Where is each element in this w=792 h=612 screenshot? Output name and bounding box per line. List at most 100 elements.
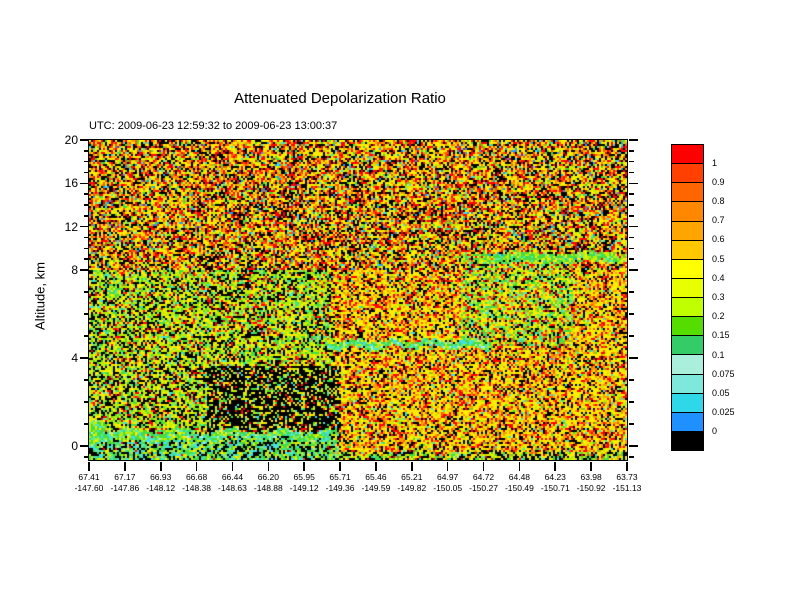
y-tick-right-minor bbox=[628, 291, 634, 293]
colorbar-segment bbox=[672, 201, 703, 221]
colorbar-segment bbox=[672, 297, 703, 317]
x-tick-label-lat: 66.68 bbox=[185, 472, 208, 482]
colorbar-boundary-label: 0.025 bbox=[712, 407, 735, 418]
y-tick-right-minor bbox=[628, 236, 634, 239]
x-tick-label-lat: 64.72 bbox=[472, 472, 495, 482]
colorbar-segment bbox=[672, 163, 703, 183]
colorbar-boundary-label: 0.15 bbox=[712, 330, 730, 341]
x-tick-label: 66.44 -148.63 bbox=[210, 472, 254, 494]
x-tick-label-lon: -150.27 bbox=[469, 483, 498, 493]
x-tick-label-lon: -151.13 bbox=[612, 483, 642, 493]
y-tick-left-major bbox=[80, 357, 89, 359]
y-tick-right-minor bbox=[628, 401, 634, 403]
y-tick-left-minor bbox=[84, 313, 89, 315]
y-tick-left-minor bbox=[84, 379, 89, 381]
y-tick-left-minor bbox=[84, 456, 89, 458]
x-tick-label-lat: 64.97 bbox=[437, 472, 459, 482]
x-tick-label-lat: 67.41 bbox=[78, 472, 100, 482]
depolarization-heatmap bbox=[89, 140, 627, 460]
colorbar-boundary-label: 0.3 bbox=[712, 292, 725, 302]
y-tick-left-major bbox=[80, 269, 89, 271]
colorbar-segment bbox=[672, 182, 703, 202]
x-tick bbox=[626, 461, 628, 471]
x-tick-label-lat: 67.17 bbox=[114, 472, 136, 482]
x-tick-label: 66.68 -148.38 bbox=[175, 472, 219, 494]
y-tick-left-major bbox=[80, 182, 89, 185]
colorbar bbox=[671, 144, 704, 451]
x-tick-label: 66.93 -148.12 bbox=[139, 472, 183, 494]
x-tick-label-lon: -148.12 bbox=[146, 483, 176, 493]
x-tick bbox=[159, 461, 162, 471]
colorbar-boundary-label: 0.4 bbox=[712, 272, 725, 283]
y-tick-label: 12 bbox=[64, 219, 78, 234]
x-tick-label: 66.20 -148.88 bbox=[246, 472, 290, 494]
colorbar-boundary-label: 0.5 bbox=[712, 253, 725, 264]
y-tick-label: 20 bbox=[64, 133, 78, 147]
x-tick bbox=[231, 461, 234, 471]
y-tick-left-minor bbox=[84, 236, 89, 239]
y-tick-left-minor bbox=[84, 401, 89, 403]
x-tick-label-lon: -147.86 bbox=[110, 483, 140, 493]
colorbar-boundary-label: 0.7 bbox=[712, 215, 725, 226]
y-tick-right-minor bbox=[628, 160, 634, 163]
x-tick-label: 65.46 -149.59 bbox=[354, 472, 398, 494]
x-tick-label: 63.73 -151.13 bbox=[605, 472, 649, 494]
x-tick-label: 63.98 -150.92 bbox=[569, 472, 613, 494]
y-tick-right-major bbox=[628, 182, 638, 185]
x-tick-label: 67.17 -147.86 bbox=[103, 472, 147, 494]
x-tick-label-lat: 65.95 bbox=[293, 472, 315, 482]
colorbar-segment bbox=[672, 335, 703, 355]
x-tick bbox=[554, 461, 557, 471]
y-tick-left-minor bbox=[84, 193, 89, 195]
colorbar-boundary-label: 0.2 bbox=[712, 311, 725, 322]
y-tick-left-minor bbox=[84, 215, 89, 217]
x-tick-label: 64.23 -150.71 bbox=[533, 472, 577, 494]
y-tick-right-major bbox=[628, 225, 638, 228]
x-tick-label-lon: -150.05 bbox=[433, 483, 463, 493]
x-tick-label: 64.97 -150.05 bbox=[426, 472, 470, 494]
y-tick-right-minor bbox=[628, 379, 634, 381]
x-tick-label-lat: 66.44 bbox=[221, 472, 244, 482]
y-tick-right-minor bbox=[628, 258, 634, 260]
x-tick-label-lat: 65.71 bbox=[329, 472, 351, 482]
y-tick-right-major bbox=[628, 139, 638, 141]
x-tick-label-lon: -149.12 bbox=[289, 483, 319, 493]
colorbar-segment bbox=[672, 258, 703, 278]
x-tick-label: 64.72 -150.27 bbox=[462, 472, 506, 494]
y-tick-right-minor bbox=[628, 171, 634, 174]
x-tick-label-lat: 64.48 bbox=[508, 472, 531, 482]
chart-title: Attenuated Depolarization Ratio bbox=[234, 90, 446, 107]
y-tick-right-major bbox=[628, 445, 638, 447]
y-tick-right-minor bbox=[628, 335, 634, 337]
y-tick-right-minor bbox=[628, 150, 634, 152]
x-tick-label-lon: -148.38 bbox=[182, 483, 212, 493]
x-tick-label: 65.95 -149.12 bbox=[282, 472, 326, 494]
x-tick-label-lon: -147.60 bbox=[74, 483, 104, 493]
x-tick-label-lon: -150.71 bbox=[540, 483, 570, 493]
colorbar-segment bbox=[672, 373, 703, 393]
y-tick-left-minor bbox=[84, 204, 89, 206]
y-tick-right-minor bbox=[628, 456, 634, 458]
y-tick-right-minor bbox=[628, 215, 634, 217]
x-tick-label-lat: 65.21 bbox=[401, 472, 423, 482]
x-tick bbox=[303, 461, 305, 471]
y-tick-left-major bbox=[80, 139, 89, 141]
colorbar-segment bbox=[672, 354, 703, 374]
x-tick-label-lat: 66.20 bbox=[257, 472, 279, 482]
x-tick-label: 65.71 -149.36 bbox=[318, 472, 362, 494]
y-tick-label: 4 bbox=[71, 350, 78, 365]
y-tick-label: 16 bbox=[64, 176, 78, 191]
colorbar-boundary-label: 0.1 bbox=[712, 349, 725, 360]
x-tick bbox=[375, 461, 377, 471]
colorbar-boundary-label: 0.6 bbox=[712, 234, 725, 245]
x-tick-label-lon: -149.36 bbox=[325, 483, 355, 493]
y-tick-right-major bbox=[628, 357, 638, 359]
colorbar-boundary-label: 0.075 bbox=[712, 368, 735, 379]
colorbar-segment bbox=[672, 239, 703, 259]
x-tick-label: 65.21 -149.82 bbox=[390, 472, 434, 494]
x-tick-label-lon: -150.49 bbox=[504, 483, 534, 493]
x-tick-label-lat: 66.93 bbox=[150, 472, 172, 482]
y-tick-label: 0 bbox=[71, 438, 78, 453]
x-tick-label-lon: -149.59 bbox=[361, 483, 391, 493]
